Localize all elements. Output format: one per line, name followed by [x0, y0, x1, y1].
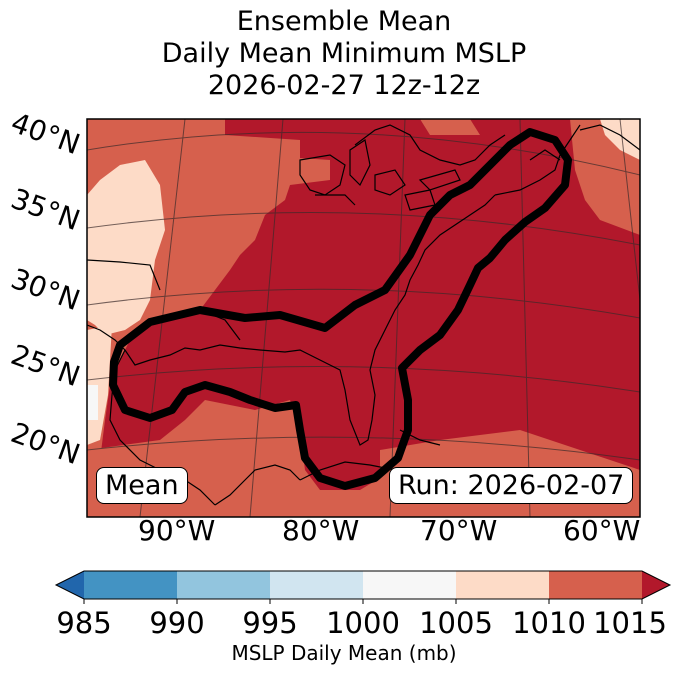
colorbar-tick-1015: 1015	[593, 606, 667, 640]
lon-label-90w: 90°W	[138, 514, 216, 547]
colorbar-bin-985-990	[84, 571, 177, 599]
mean-contour-line	[109, 128, 572, 490]
title-line-3: 2026-02-27 12z-12z	[207, 70, 481, 101]
title-line-1: Ensemble Mean	[236, 6, 452, 37]
colorbar-tick-1005: 1005	[419, 606, 493, 640]
colorbar-tick-995: 995	[242, 606, 298, 640]
lon-label-70w: 70°W	[420, 514, 498, 547]
colorbar-ticks	[83, 599, 643, 604]
pressure-field-1010-1015-north	[420, 119, 480, 135]
colorbar-extend-high	[642, 571, 670, 599]
colorbar-tick-985: 985	[56, 606, 112, 640]
colorbar-extend-low	[56, 571, 84, 599]
colorbar-bin-995-1000	[270, 571, 363, 599]
colorbar-tick-1000: 1000	[326, 606, 400, 640]
colorbar-bin-1005-1010	[456, 571, 549, 599]
colorbar-tick-990: 990	[149, 606, 205, 640]
colorbar-tick-1010: 1010	[512, 606, 586, 640]
pressure-field-1005-1010-west	[87, 160, 165, 335]
title-line-2: Daily Mean Minimum MSLP	[161, 38, 527, 69]
lon-label-80w: 80°W	[282, 514, 360, 547]
colorbar-bin-1010-1015	[549, 571, 642, 599]
map-frame	[86, 118, 641, 518]
colorbar-bin-1000-1005	[363, 571, 456, 599]
colorbar-bin-990-995	[177, 571, 270, 599]
pressure-field-1005-1010-northeast	[600, 119, 640, 160]
colorbar-title: MSLP Daily Mean (mb)	[231, 641, 457, 665]
mean-label-box: Mean	[96, 467, 188, 504]
run-label-box: Run: 2026-02-07	[389, 467, 634, 504]
lon-label-60w: 60°W	[563, 514, 641, 547]
pressure-field-1000-1005	[87, 385, 98, 420]
